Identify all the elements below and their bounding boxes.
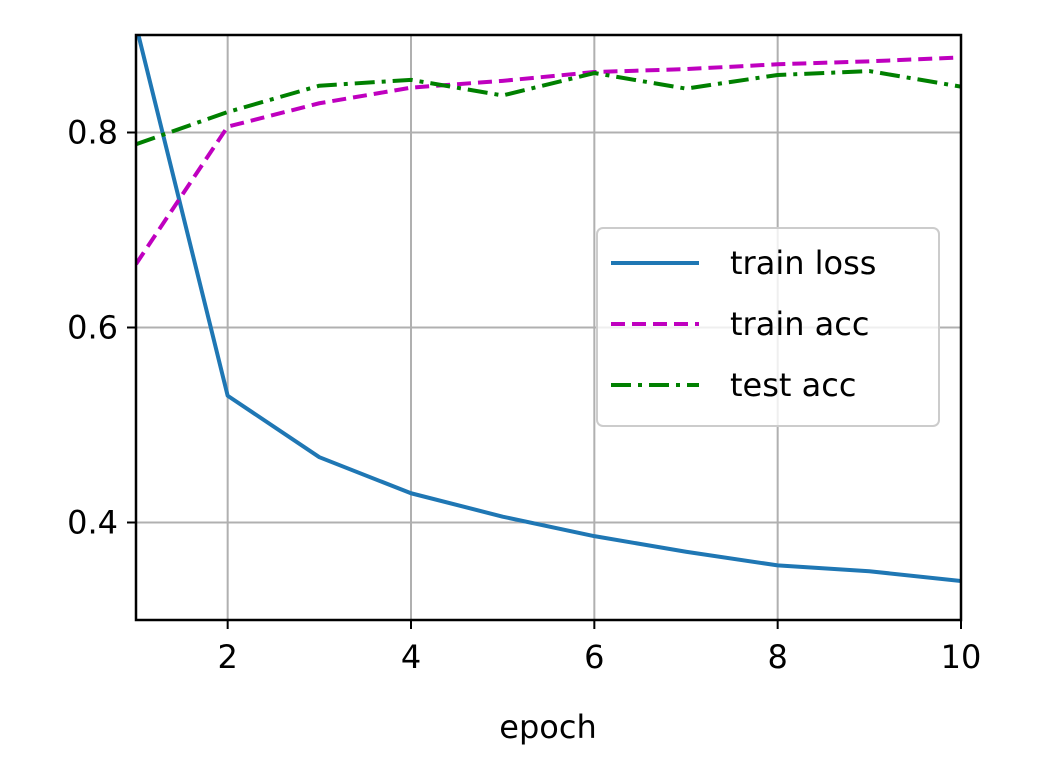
y-tick-label: 0.6 (67, 309, 118, 347)
legend: train loss train acc test acc (596, 227, 940, 427)
series-line-train-acc (136, 55, 961, 266)
legend-label-train-acc: train acc (730, 305, 869, 343)
x-tick-label: 8 (767, 638, 787, 676)
legend-label-train-loss: train loss (730, 244, 876, 282)
x-tick-label: 2 (217, 638, 237, 676)
series-line-train-loss (136, 35, 961, 583)
x-tick-label: 10 (941, 638, 982, 676)
series-lines (136, 35, 961, 583)
x-tick-label: 4 (401, 638, 421, 676)
y-tick-label: 0.8 (67, 114, 118, 152)
x-axis-label: epoch (499, 708, 596, 746)
legend-label-test-acc: test acc (730, 366, 856, 404)
x-axis-ticks: 2 4 6 8 10 (217, 620, 981, 676)
x-tick-label: 6 (584, 638, 604, 676)
legend-box (596, 227, 940, 427)
series-line-test-acc (136, 69, 961, 147)
y-tick-label: 0.4 (67, 504, 118, 542)
y-axis-ticks: 0.4 0.6 0.8 (67, 114, 136, 542)
